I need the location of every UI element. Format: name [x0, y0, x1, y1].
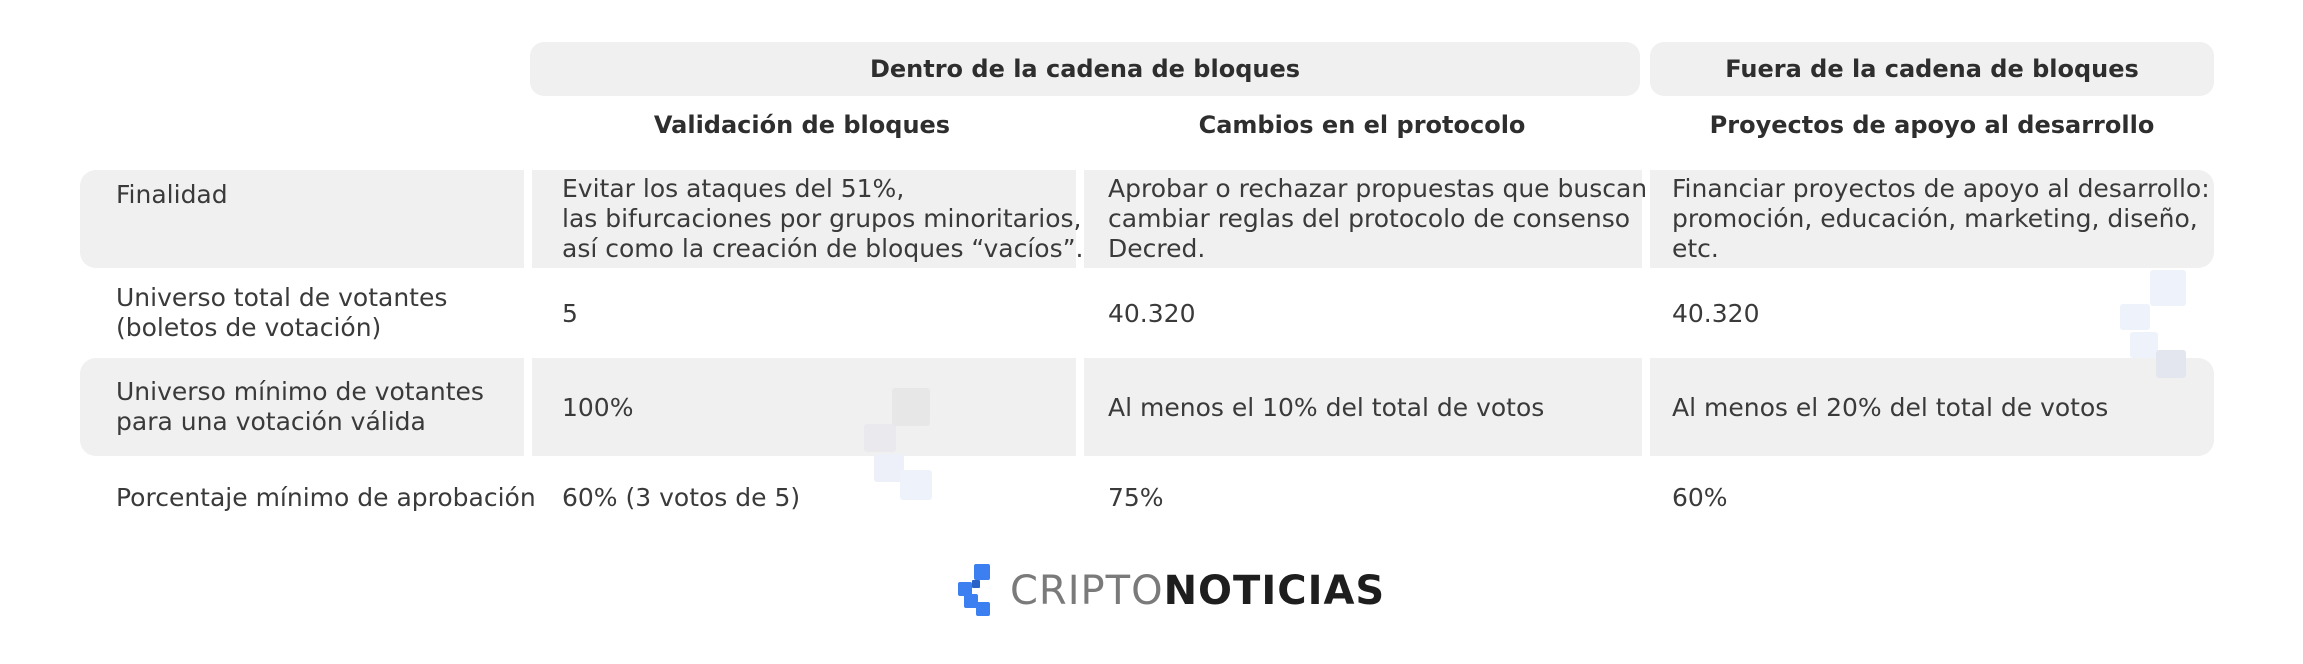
- cell-universo-total-protocolo: 40.320: [1108, 299, 1196, 328]
- cell-finalidad-validacion: Evitar los ataques del 51%, las bifurcac…: [562, 174, 1084, 263]
- column-divider: [524, 350, 532, 466]
- group-header-offchain: Fuera de la cadena de bloques: [1650, 42, 2214, 96]
- cell-finalidad-protocolo: Aprobar o rechazar propuestas que buscan…: [1108, 174, 1648, 263]
- column-divider: [524, 160, 532, 278]
- cell-universo-minimo-validacion: 100%: [562, 393, 634, 422]
- cell-porcentaje-protocolo: 75%: [1108, 483, 1164, 512]
- row-label-universo-minimo: Universo mínimo de votantes para una vot…: [116, 377, 484, 436]
- watermark-square: [2150, 270, 2186, 306]
- row-band-universo-minimo: [80, 358, 2214, 456]
- column-divider: [1642, 160, 1650, 278]
- column-header-protocol-changes: Cambios en el protocolo: [1198, 111, 1526, 139]
- watermark-square: [900, 470, 932, 500]
- criptonoticias-logo: CRIPTONOTICIAS: [958, 560, 1384, 620]
- column-header-development-projects: Proyectos de apoyo al desarrollo: [1709, 111, 2155, 139]
- cell-finalidad-proyectos: Financiar proyectos de apoyo al desarrol…: [1672, 174, 2210, 263]
- row-label-porcentaje-minimo: Porcentaje mínimo de aprobación: [116, 483, 536, 512]
- logo-mark-icon: [958, 564, 990, 616]
- row-label-finalidad: Finalidad: [116, 180, 228, 209]
- cell-universo-minimo-proyectos: Al menos el 20% del total de votos: [1672, 393, 2109, 422]
- watermark-square: [2120, 304, 2150, 330]
- column-divider: [1642, 350, 1650, 466]
- cell-porcentaje-proyectos: 60%: [1672, 483, 1728, 512]
- group-header-onchain: Dentro de la cadena de bloques: [530, 42, 1640, 96]
- cell-porcentaje-validacion: 60% (3 votos de 5): [562, 483, 801, 512]
- cell-universo-total-proyectos: 40.320: [1672, 299, 1760, 328]
- row-band-finalidad: [80, 170, 2214, 268]
- column-divider: [1076, 350, 1084, 466]
- logo-text-cripto: CRIPTO: [1010, 568, 1164, 614]
- logo-text-noticias: NOTICIAS: [1163, 568, 1386, 614]
- row-label-universo-total: Universo total de votantes (boletos de v…: [116, 283, 448, 342]
- watermark-square: [864, 424, 896, 452]
- watermark-square: [2130, 332, 2158, 358]
- cell-universo-total-validacion: 5: [562, 299, 578, 328]
- logo-wordmark: CRIPTONOTICIAS: [1010, 568, 1385, 614]
- column-divider: [1076, 160, 1084, 278]
- watermark-square: [874, 454, 904, 482]
- cell-universo-minimo-protocolo: Al menos el 10% del total de votos: [1108, 393, 1545, 422]
- watermark-square: [2156, 350, 2186, 378]
- column-header-block-validation: Validación de bloques: [653, 111, 951, 139]
- watermark-square: [892, 388, 930, 426]
